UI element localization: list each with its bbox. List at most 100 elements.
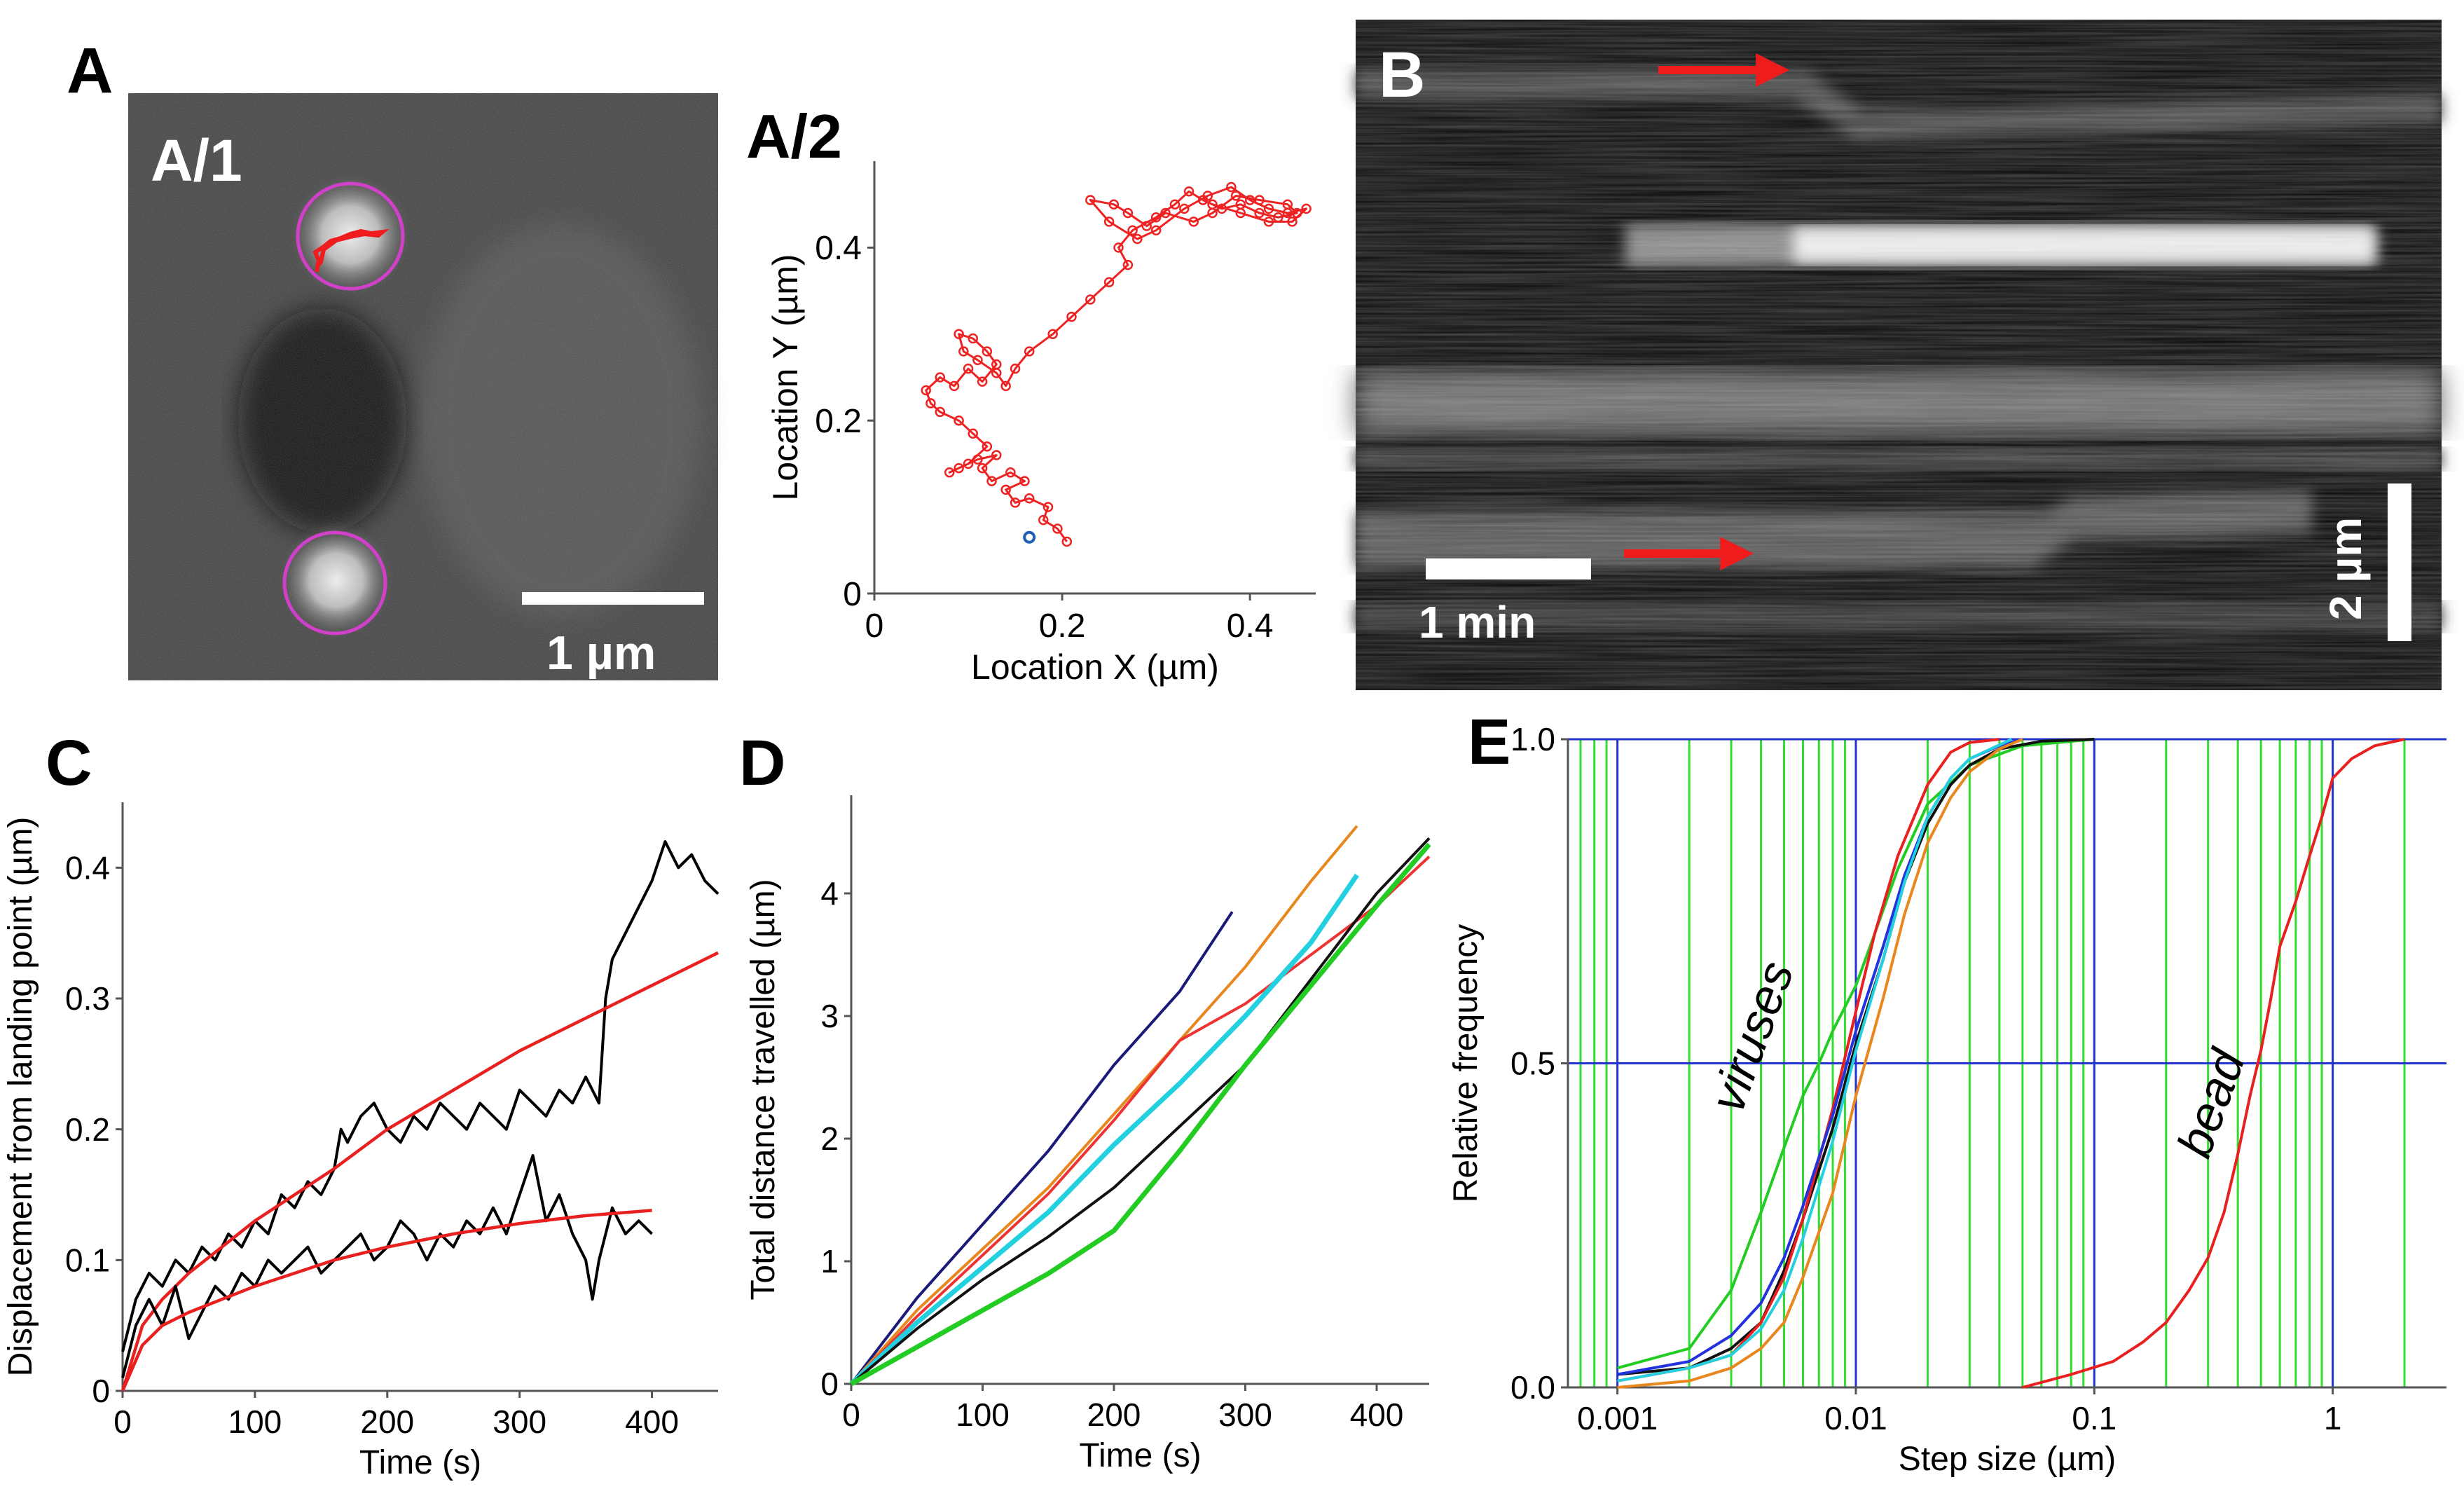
series-fit-lower xyxy=(121,1209,652,1392)
micrograph-a1 xyxy=(128,93,718,680)
trajectory-point xyxy=(972,454,983,465)
x-tick-label: 100 xyxy=(956,1397,1010,1433)
panel-label-e: E xyxy=(1468,706,1510,778)
trajectory-point xyxy=(1024,346,1035,357)
chart-d: 0 100 200 300 400 0 1 2 3 4 Time (s) Total distance… xyxy=(745,795,1431,1474)
trajectory-point xyxy=(982,346,993,357)
y-tick-label: 0 xyxy=(843,576,862,613)
y-tick-label: 0.4 xyxy=(815,230,862,267)
trajectory-point xyxy=(1160,207,1171,219)
trajectory-point xyxy=(944,467,955,478)
trajectory-point xyxy=(1183,186,1195,197)
x-axis-label: Location X (µm) xyxy=(971,647,1219,687)
y-tick-label: 3 xyxy=(820,998,839,1034)
trajectory-point xyxy=(1010,363,1021,374)
y-axis-label: Total distance travelled (µm) xyxy=(745,879,782,1300)
trajectory-point xyxy=(977,376,988,387)
x-tick-label: 0.4 xyxy=(1227,608,1274,645)
trajectory-point xyxy=(1254,195,1265,205)
y-axis-label: Relative frequency xyxy=(1447,924,1485,1203)
trajectory-point xyxy=(1127,225,1138,235)
trajectory-point xyxy=(1226,181,1237,193)
trajectory-point xyxy=(1108,199,1120,210)
trajectory-point xyxy=(935,406,946,418)
trajectory-point xyxy=(954,329,964,340)
series-virus-orange xyxy=(1617,738,2023,1389)
series-green xyxy=(850,842,1431,1387)
length-scale-label: 2 µm xyxy=(2320,517,2371,620)
trajectory-point xyxy=(963,363,974,374)
trajectory-point xyxy=(1122,259,1134,270)
annotation-bead: bead xyxy=(2166,1041,2255,1164)
x-tick-label: 400 xyxy=(625,1404,679,1440)
y-tick-label: 4 xyxy=(820,875,839,912)
trajectory-point xyxy=(954,462,964,474)
x-tick-label: 0.001 xyxy=(1577,1400,1658,1436)
kymograph-b xyxy=(1356,20,2442,690)
y-tick-label: 0 xyxy=(92,1373,110,1409)
trajectory-point xyxy=(949,380,960,392)
scalebar-a1 xyxy=(522,592,704,605)
panel-label-d: D xyxy=(739,727,785,799)
annotation-viruses: viruses xyxy=(1700,954,1804,1119)
trajectory-point xyxy=(1291,207,1302,219)
chart-c: 0 100 200 300 400 0 0.1 0.2 0.3 0.4 Time (s) Displa… xyxy=(2,802,720,1481)
x-tick-label: 100 xyxy=(228,1404,282,1440)
trajectory-point xyxy=(958,346,969,357)
x-tick-label: 0.1 xyxy=(2072,1400,2117,1436)
x-axis-label: Step size (µm) xyxy=(1899,1441,2116,1478)
trajectory-point xyxy=(1202,191,1213,201)
scalebar-label-a1: 1 µm xyxy=(546,626,656,680)
series-virus-blue xyxy=(1617,738,2023,1376)
tracking-circle-lower xyxy=(282,530,387,636)
trajectory-point xyxy=(1066,311,1077,322)
trajectory-point xyxy=(1179,203,1190,214)
x-tick-label: 1 xyxy=(2324,1400,2342,1436)
trajectory-point xyxy=(1085,294,1096,305)
panel-label-b: B xyxy=(1379,39,1425,111)
x-tick-label: 0 xyxy=(842,1397,860,1433)
series-bead xyxy=(2022,738,2405,1389)
series-virus-cyan xyxy=(1617,738,2013,1382)
trajectory-point xyxy=(1019,476,1030,486)
y-tick-label: 0.0 xyxy=(1510,1369,1555,1406)
trajectory-point xyxy=(935,372,946,383)
x-tick-label: 0 xyxy=(865,608,884,645)
y-tick-label: 0.2 xyxy=(65,1111,110,1148)
trajectory-point xyxy=(991,368,1002,378)
trajectory-point xyxy=(1235,207,1246,219)
x-tick-label: 0.2 xyxy=(1039,608,1086,645)
x-axis-label: Time (s) xyxy=(1079,1437,1201,1474)
trajectory-point xyxy=(1010,497,1021,508)
series-orange xyxy=(850,825,1358,1385)
panel-label-a1: A/1 xyxy=(151,128,242,193)
trajectory-point xyxy=(1103,277,1115,288)
time-scale-label: 1 min xyxy=(1419,597,1536,647)
y-axis-label: Location Y (µm) xyxy=(766,254,805,500)
trajectory-point xyxy=(1282,207,1293,219)
y-tick-label: 0.4 xyxy=(65,849,110,886)
trajectory-point xyxy=(1103,217,1115,227)
trajectory-point xyxy=(1005,467,1016,478)
x-tick-label: 200 xyxy=(1087,1397,1141,1433)
series-trace-upper xyxy=(121,840,720,1352)
y-axis-label: Displacement from landing point (µm) xyxy=(2,817,39,1377)
series-black xyxy=(850,837,1431,1385)
x-tick-label: 0 xyxy=(113,1404,132,1440)
x-tick-label: 200 xyxy=(360,1404,414,1440)
trajectory-overlay xyxy=(312,228,390,273)
x-tick-label: 300 xyxy=(493,1404,546,1440)
trajectory-point xyxy=(1113,242,1124,253)
y-tick-label: 1.0 xyxy=(1510,721,1555,757)
trajectory-point xyxy=(1132,233,1143,245)
x-axis-label: Time (s) xyxy=(359,1444,481,1481)
trajectory-point xyxy=(977,462,988,474)
trajectory-point xyxy=(925,398,936,409)
y-tick-label: 2 xyxy=(820,1120,839,1157)
chart-e: 0.001 0.01 0.1 1 0.0 0.5 1.0 Step size (µm) Rela… xyxy=(1447,721,2446,1478)
chart-title: A/2 xyxy=(746,102,842,171)
series-red xyxy=(850,856,1431,1385)
series-fit-upper xyxy=(121,951,719,1392)
